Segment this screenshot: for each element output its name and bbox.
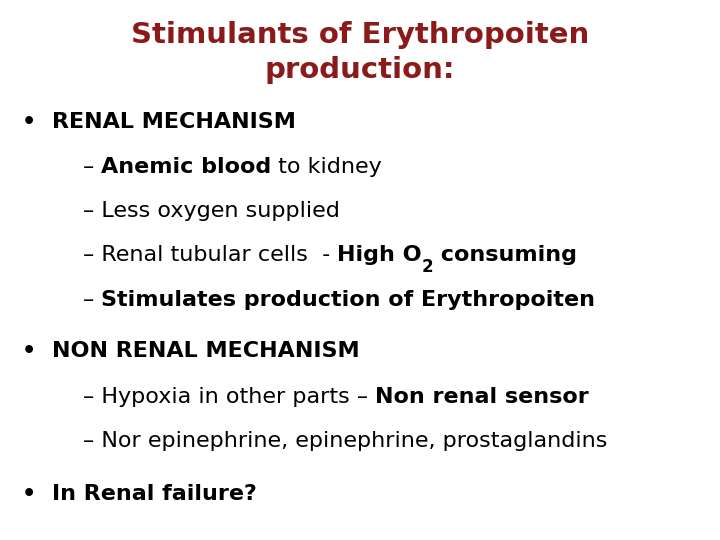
Text: production:: production: [265,56,455,84]
Text: NON RENAL MECHANISM: NON RENAL MECHANISM [52,341,359,361]
Text: RENAL MECHANISM: RENAL MECHANISM [52,111,296,132]
Text: •: • [22,484,36,504]
Text: Stimulants of Erythropoiten: Stimulants of Erythropoiten [131,21,589,49]
Text: – Less oxygen supplied: – Less oxygen supplied [83,200,340,221]
Text: –: – [83,157,102,178]
Text: In Renal failure?: In Renal failure? [52,484,257,504]
Text: •: • [22,341,36,361]
Text: Stimulates production of Erythropoiten: Stimulates production of Erythropoiten [102,289,595,310]
Text: Anemic blood: Anemic blood [102,157,271,178]
Text: – Hypoxia in other parts –: – Hypoxia in other parts – [83,387,375,407]
Text: 2: 2 [422,258,433,276]
Text: to kidney: to kidney [271,157,382,178]
Text: – Nor epinephrine, epinephrine, prostaglandins: – Nor epinephrine, epinephrine, prostagl… [83,431,607,451]
Text: consuming: consuming [433,245,577,265]
Text: – Renal tubular cells  -: – Renal tubular cells - [83,245,337,265]
Text: •: • [22,111,36,132]
Text: High O: High O [337,245,422,265]
Text: Non renal sensor: Non renal sensor [375,387,589,407]
Text: –: – [83,289,102,310]
